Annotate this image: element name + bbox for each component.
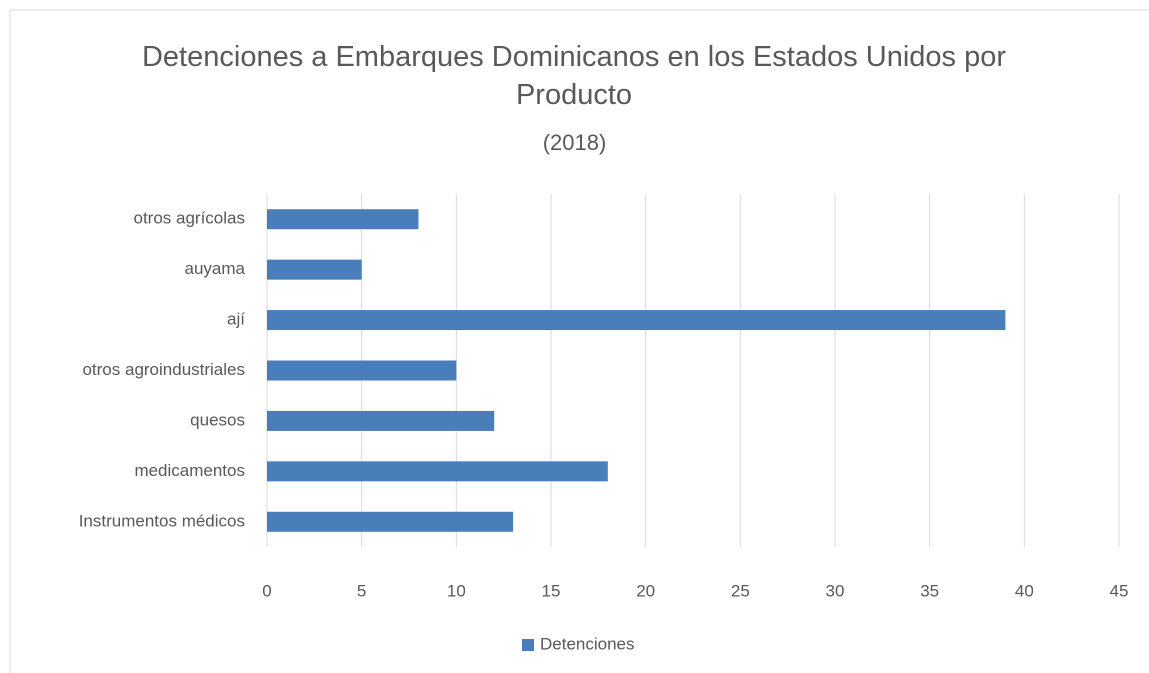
x-tick-label: 5 (357, 581, 366, 600)
x-tick-label: 25 (731, 581, 750, 600)
y-tick-label: otros agroindustriales (82, 360, 245, 379)
bar (267, 209, 419, 230)
x-tick-label: 35 (920, 581, 939, 600)
bar (267, 259, 362, 280)
x-tick-label: 20 (636, 581, 655, 600)
bar (267, 310, 1006, 331)
x-tick-label: 45 (1110, 581, 1129, 600)
bar (267, 360, 457, 381)
x-tick-label: 10 (447, 581, 466, 600)
y-tick-label: medicamentos (134, 461, 245, 480)
chart-subtitle: (2018) (542, 130, 607, 155)
y-tick-label: Instrumentos médicos (79, 511, 245, 530)
x-tick-label: 40 (1015, 581, 1034, 600)
chart-border (9, 9, 1149, 673)
y-tick-label: ají (227, 310, 245, 329)
bar (267, 461, 608, 482)
legend-swatch (522, 639, 534, 651)
bar (267, 410, 495, 431)
y-tick-label: quesos (190, 410, 245, 429)
bar (267, 511, 514, 532)
x-tick-label: 30 (826, 581, 845, 600)
x-tick-label: 15 (542, 581, 561, 600)
y-tick-label: auyama (185, 259, 246, 278)
x-tick-label: 0 (262, 581, 271, 600)
y-tick-label: otros agrícolas (134, 209, 246, 228)
legend-label: Detenciones (540, 634, 635, 653)
chart-title: Detenciones a Embarques Dominicanos en l… (141, 41, 1007, 111)
